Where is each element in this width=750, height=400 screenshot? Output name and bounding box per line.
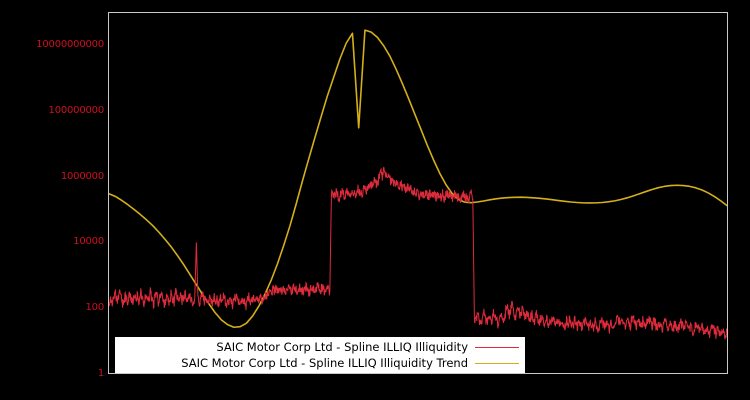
series-line-trend: [109, 30, 727, 327]
plot-svg: [109, 13, 727, 373]
legend-entry-trend: SAIC Motor Corp Ltd - Spline ILLIQ Illiq…: [115, 355, 519, 371]
y-axis-tick-label: 100000000: [48, 104, 105, 116]
series-illiquidity-group: [109, 167, 727, 339]
plot-area: [108, 12, 728, 374]
series-trend-group: [109, 30, 727, 327]
chart-legend: SAIC Motor Corp Ltd - Spline ILLIQ Illiq…: [115, 337, 525, 373]
y-axis-tick-label: 10000000000: [36, 38, 104, 50]
legend-swatch-trend: [475, 362, 519, 364]
y-axis-tick-labels: 10000000000 100000000 1000000 10000 100 1: [0, 0, 104, 400]
series-line-illiquidity: [109, 167, 727, 339]
legend-swatch-illiquidity: [475, 346, 519, 348]
legend-label-trend: SAIC Motor Corp Ltd - Spline ILLIQ Illiq…: [181, 356, 468, 370]
legend-label-illiquidity: SAIC Motor Corp Ltd - Spline ILLIQ Illiq…: [216, 340, 468, 354]
legend-entry-illiquidity: SAIC Motor Corp Ltd - Spline ILLIQ Illiq…: [115, 339, 519, 355]
y-axis-tick-label: 1000000: [60, 170, 104, 182]
y-axis-tick-label: 100: [85, 302, 105, 314]
y-axis-tick-label: 1: [97, 368, 104, 379]
y-axis-tick-label: 10000: [73, 236, 104, 248]
